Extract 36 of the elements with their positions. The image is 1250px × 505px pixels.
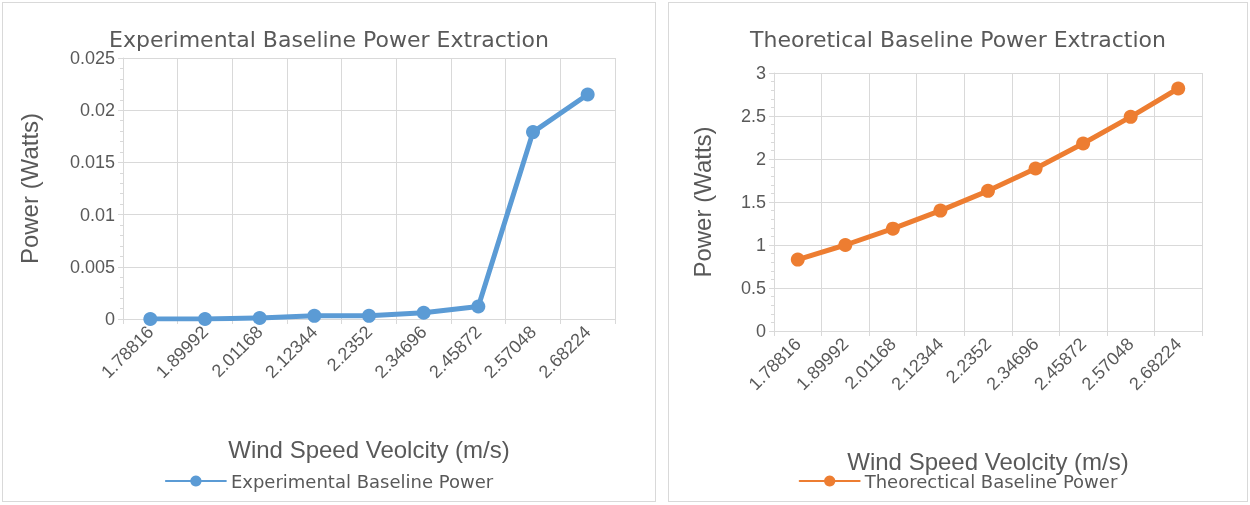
y-tick-label: 0.02	[79, 100, 115, 121]
y-tick-label: 0.015	[69, 152, 115, 173]
y-axis-title: Power (Watts)	[15, 112, 43, 265]
point	[526, 125, 540, 140]
y-tick-label: 1.5	[740, 192, 766, 212]
y-tick-label: 2.5	[740, 106, 766, 126]
point	[1123, 109, 1138, 124]
point	[143, 312, 158, 326]
point	[790, 252, 805, 267]
y-tick-label: 0	[755, 321, 766, 341]
point	[1076, 136, 1091, 151]
point	[981, 183, 995, 198]
y-tick-label: 0	[104, 309, 115, 329]
point	[1171, 81, 1186, 96]
chart-title: Theoretical Baseline Power Extraction	[749, 26, 1166, 52]
y-tick-label: 2	[755, 149, 766, 169]
point	[416, 305, 431, 320]
point	[580, 87, 595, 102]
y-tick-label: 3	[755, 63, 766, 83]
point	[362, 308, 376, 323]
point	[838, 238, 853, 252]
point	[933, 203, 948, 218]
legend-label: Experimental Baseline Power	[230, 470, 494, 492]
x-axis-title: Wind Speed Veolcity (m/s)	[847, 447, 1129, 475]
y-tick-label: 0.005	[69, 256, 115, 277]
y-tick-label: 0.5	[740, 278, 766, 298]
point	[471, 299, 486, 314]
point	[885, 221, 900, 236]
point	[1028, 161, 1043, 176]
y-axis-title: Power (Watts)	[688, 126, 716, 278]
point	[252, 310, 267, 325]
point	[198, 312, 212, 326]
x-axis-title: Wind Speed Veolcity (m/s)	[228, 435, 510, 463]
y-tick-label: 0.01	[79, 204, 115, 225]
y-tick-label: 1	[755, 235, 766, 255]
point	[307, 308, 322, 323]
